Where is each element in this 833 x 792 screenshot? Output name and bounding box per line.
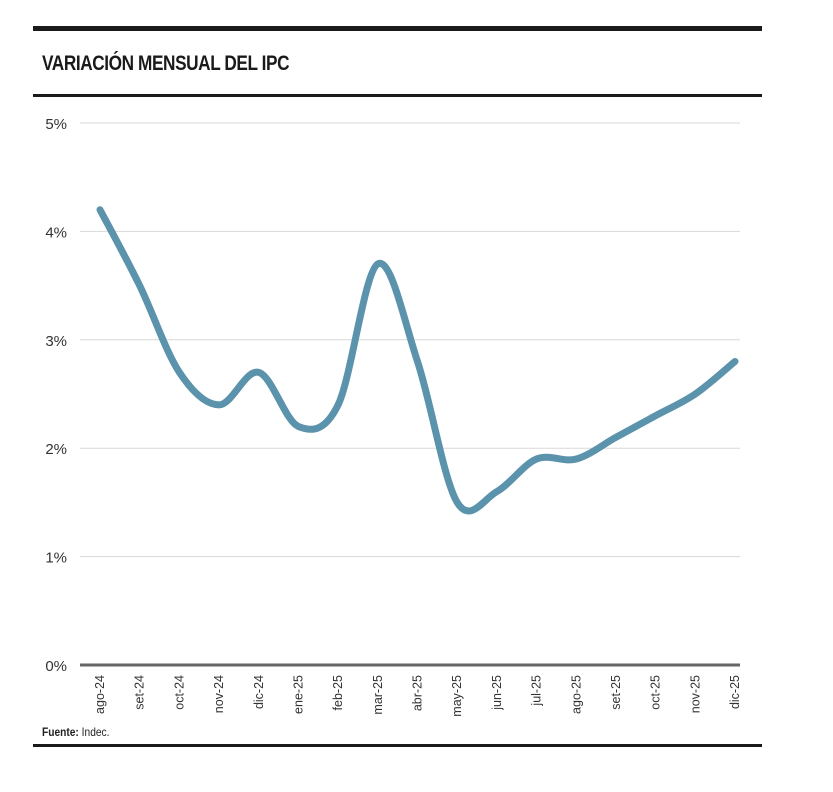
series-line	[96, 206, 739, 515]
x-tick-label: nov-24	[212, 675, 226, 713]
y-tick-label: 1%	[45, 550, 67, 567]
x-tick-label: may-25	[450, 675, 464, 717]
x-tick-label: oct-24	[172, 675, 186, 710]
chart-title: VARIACIÓN MENSUAL DEL IPC	[42, 52, 290, 75]
x-tick-label: abr-25	[411, 675, 425, 711]
y-tick-label: 2%	[45, 441, 67, 458]
x-tick-label: nov-25	[688, 675, 702, 713]
x-tick-label: dic-24	[252, 675, 266, 709]
x-tick-label: mar-25	[371, 675, 385, 715]
x-tick-label: ago-25	[569, 675, 583, 714]
y-tick-label: 0%	[45, 658, 67, 675]
source-label: Fuente:	[42, 725, 79, 739]
y-tick-label: 5%	[45, 116, 67, 133]
y-tick-label: 3%	[45, 333, 67, 350]
x-tick-label: jul-25	[530, 675, 544, 707]
x-tick-label: oct-25	[649, 675, 663, 710]
x-tick-label: feb-25	[331, 675, 345, 710]
x-tick-label: jun-25	[490, 675, 504, 711]
source-value: Indec.	[81, 725, 110, 739]
bottom-rule	[33, 744, 762, 747]
top-rule	[33, 26, 762, 31]
y-tick-label: 4%	[45, 224, 67, 241]
x-tick-label: ene-25	[291, 675, 305, 714]
x-tick-label: ago-24	[93, 675, 107, 714]
source-note: Fuente: Indec.	[42, 725, 109, 739]
x-tick-label: set-25	[609, 675, 623, 710]
x-tick-label: dic-25	[728, 675, 742, 709]
x-tick-label: set-24	[133, 675, 147, 710]
title-rule	[33, 94, 762, 97]
